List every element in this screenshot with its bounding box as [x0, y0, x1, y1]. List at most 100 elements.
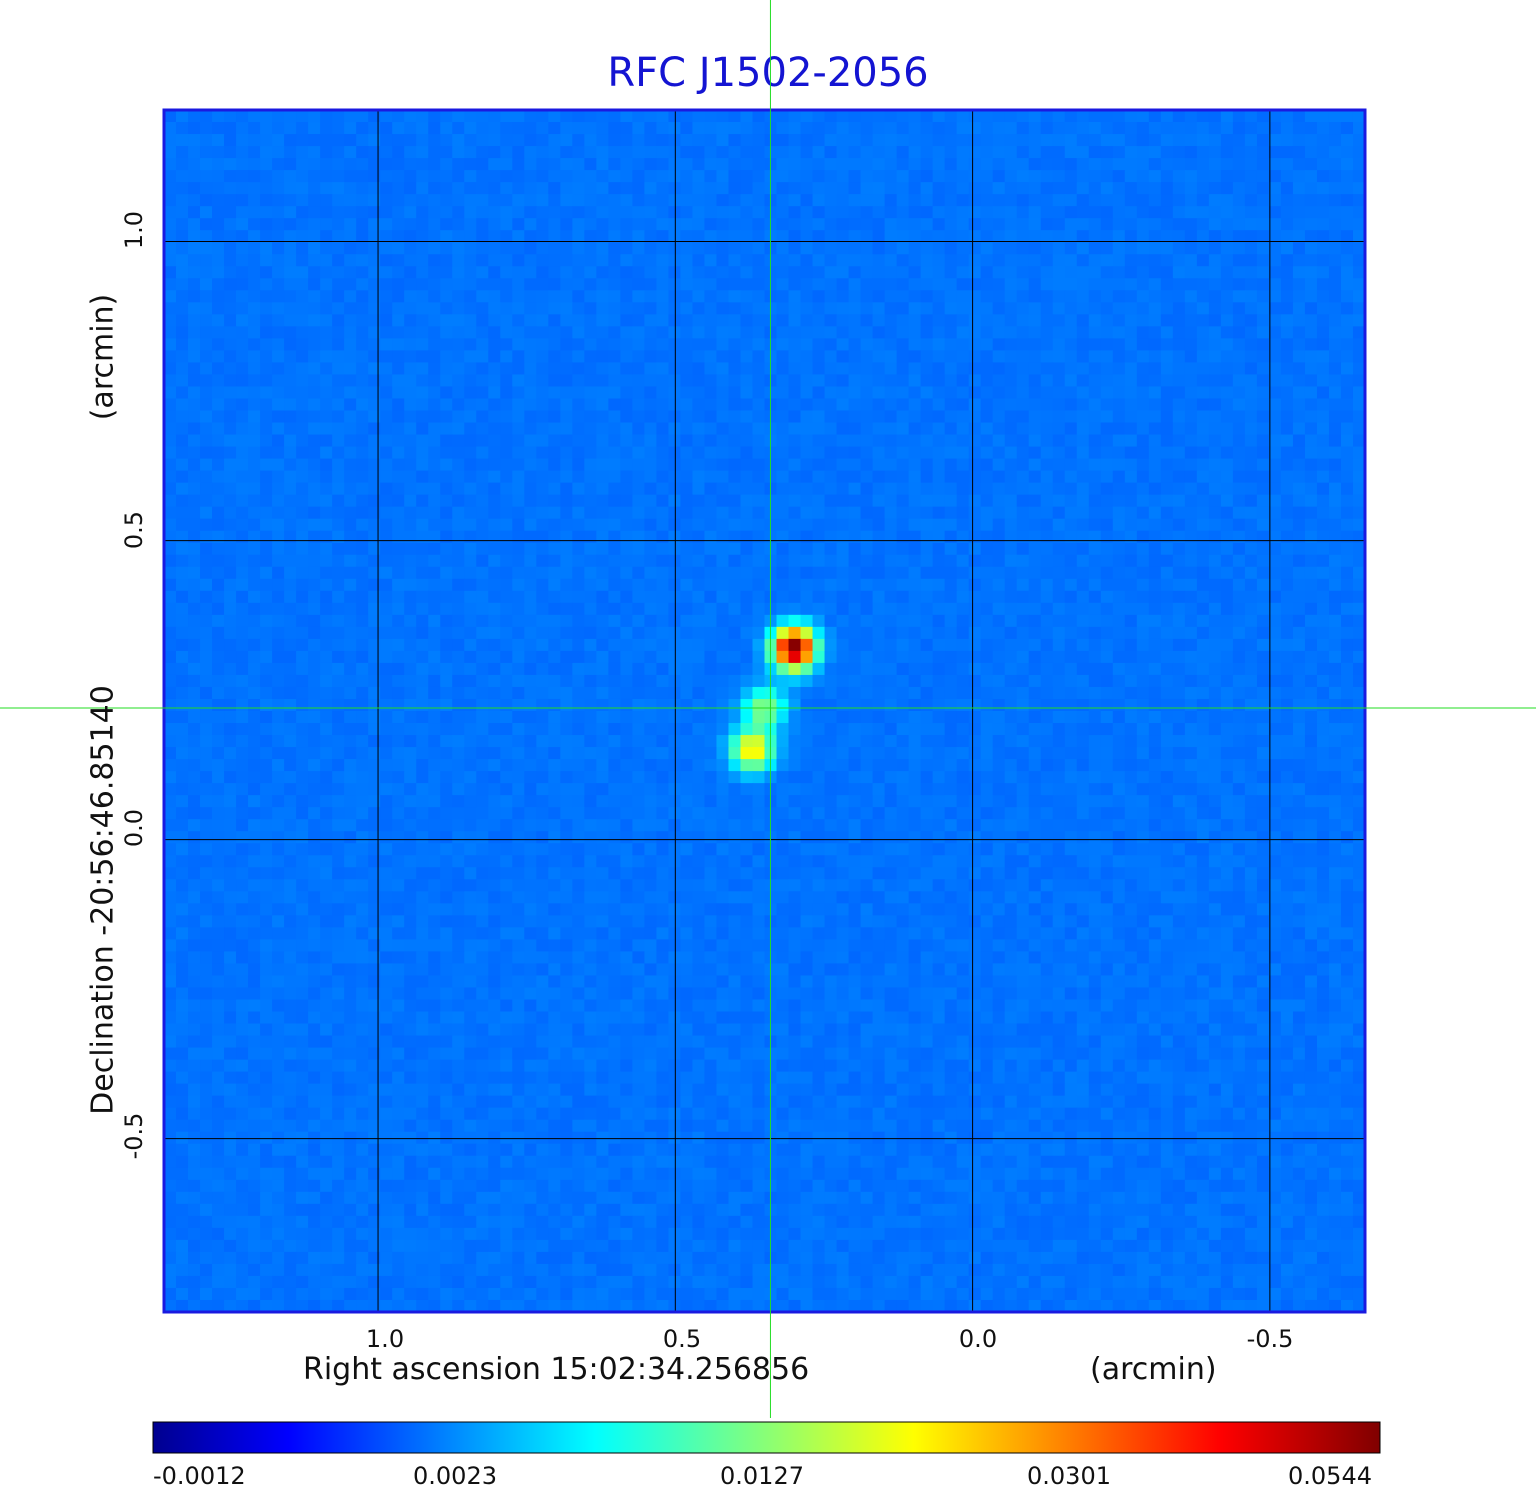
heatmap-cell — [704, 302, 718, 315]
heatmap-cell — [332, 338, 345, 351]
heatmap-cell — [488, 170, 501, 183]
heatmap-cell — [488, 134, 501, 147]
heatmap-cell — [200, 266, 213, 279]
heatmap-cell — [524, 698, 537, 712]
heatmap-cell — [860, 686, 874, 700]
heatmap-cell — [1172, 218, 1186, 231]
heatmap-cell — [1352, 446, 1366, 460]
heatmap-cell — [1292, 554, 1306, 568]
heatmap-cell — [260, 578, 273, 592]
heatmap-cell — [608, 290, 621, 303]
heatmap-cell — [800, 122, 814, 135]
heatmap-cell — [320, 170, 333, 183]
heatmap-cell — [1136, 518, 1150, 532]
heatmap-cell — [812, 482, 826, 496]
heatmap-cell — [416, 170, 429, 183]
heatmap-cell — [908, 158, 922, 171]
heatmap-cell — [164, 422, 177, 436]
heatmap-cell — [572, 398, 585, 412]
heatmap-cell — [992, 362, 1006, 376]
heatmap-cell — [1268, 674, 1282, 688]
heatmap-cell — [1208, 542, 1222, 556]
heatmap-cell — [1064, 158, 1078, 171]
heatmap-cell — [548, 590, 561, 604]
heatmap-cell — [908, 278, 922, 291]
heatmap-cell — [884, 110, 898, 123]
heatmap-cell — [572, 314, 585, 327]
heatmap-cell — [500, 494, 513, 508]
heatmap-cell — [1064, 698, 1078, 712]
heatmap-cell — [968, 326, 982, 339]
heatmap-cell — [428, 506, 441, 520]
heatmap-cell — [992, 122, 1006, 135]
heatmap-cell — [920, 482, 934, 496]
heatmap-cell — [248, 242, 261, 255]
heatmap-cell — [236, 398, 249, 412]
heatmap-cell — [800, 146, 814, 159]
heatmap-cell — [656, 518, 670, 532]
heatmap-cell — [1280, 482, 1294, 496]
heatmap-cell — [1148, 470, 1162, 484]
heatmap-cell — [680, 314, 694, 327]
heatmap-cell — [464, 698, 477, 712]
heatmap-cell — [824, 398, 838, 412]
heatmap-cell — [1172, 374, 1186, 388]
heatmap-cell — [944, 638, 958, 652]
heatmap-cell — [392, 302, 405, 315]
heatmap-cell — [644, 566, 658, 580]
heatmap-cell — [680, 518, 694, 532]
heatmap-cell — [704, 122, 718, 135]
heatmap-cell — [800, 506, 814, 520]
heatmap-cell — [848, 146, 862, 159]
heatmap-cell — [692, 302, 706, 315]
heatmap-cell — [1232, 110, 1246, 123]
heatmap-cell — [1304, 566, 1318, 580]
heatmap-cell — [488, 338, 501, 351]
heatmap-cell — [200, 194, 213, 207]
heatmap-cell — [656, 542, 670, 556]
heatmap-cell — [656, 194, 670, 207]
heatmap-cell — [1196, 554, 1210, 568]
heatmap-cell — [1004, 638, 1018, 652]
heatmap-cell — [536, 374, 549, 388]
heatmap-cell — [512, 302, 525, 315]
heatmap-cell — [896, 698, 910, 712]
heatmap-cell — [992, 134, 1006, 147]
heatmap-cell — [1028, 650, 1042, 664]
heatmap-cell — [212, 266, 225, 279]
heatmap-cell — [908, 638, 922, 652]
heatmap-cell — [1172, 134, 1186, 147]
heatmap-cell — [440, 362, 453, 376]
heatmap-cell — [332, 278, 345, 291]
heatmap-cell — [932, 362, 946, 376]
heatmap-cell — [1004, 206, 1018, 219]
heatmap-cell — [1328, 230, 1342, 243]
heatmap-cell — [1280, 458, 1294, 472]
heatmap-cell — [1100, 206, 1114, 219]
heatmap-cell — [1028, 230, 1042, 243]
heatmap-cell — [728, 122, 742, 135]
heatmap-cell — [788, 338, 802, 351]
heatmap-cell — [572, 518, 585, 532]
heatmap-cell — [500, 254, 513, 267]
heatmap-cell — [476, 254, 489, 267]
heatmap-cell — [992, 626, 1006, 640]
heatmap-cell — [1040, 578, 1054, 592]
heatmap-cell — [1064, 650, 1078, 664]
heatmap-cell — [296, 566, 309, 580]
heatmap-cell — [224, 338, 237, 351]
heatmap-cell — [680, 254, 694, 267]
heatmap-cell — [416, 146, 429, 159]
heatmap-cell — [812, 614, 826, 628]
heatmap-cell — [368, 674, 381, 688]
heatmap-cell — [1100, 446, 1114, 460]
heatmap-cell — [620, 218, 633, 231]
heatmap-cell — [488, 698, 501, 712]
heatmap-cell — [236, 602, 249, 616]
heatmap-cell — [1244, 314, 1258, 327]
heatmap-cell — [188, 590, 201, 604]
heatmap-cell — [1004, 254, 1018, 267]
heatmap-cell — [596, 470, 609, 484]
heatmap-cell — [524, 266, 537, 279]
heatmap-cell — [428, 698, 441, 712]
